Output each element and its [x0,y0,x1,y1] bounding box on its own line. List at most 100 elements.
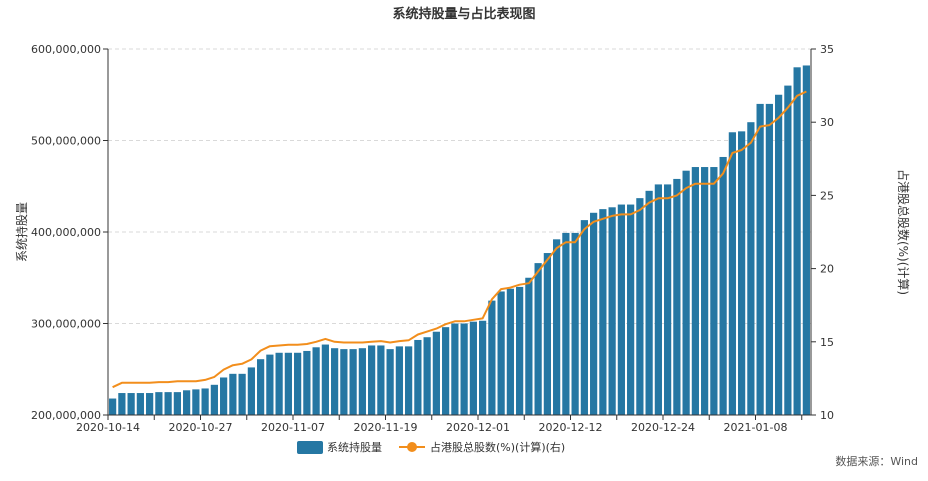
x-tick-label: 2020-11-19 [354,421,418,434]
bar [636,198,644,415]
line-layer [112,90,807,389]
bar [442,327,450,415]
y-right-tick-label: 35 [820,43,834,56]
x-tick-label: 2020-10-14 [76,421,140,434]
bar-layer [109,65,810,416]
bar [534,263,542,415]
y-left-tick-label: 200,000,000 [31,409,101,422]
bar [645,190,653,415]
x-tick-label: 2020-12-12 [539,421,603,434]
bar [432,331,440,415]
bar [118,393,126,415]
bar [284,352,292,415]
bar [358,348,366,415]
y-right-tick-label: 10 [820,409,834,422]
grid-layer [108,48,811,324]
bar [691,167,699,415]
bar [192,389,200,415]
bar [247,367,255,415]
bar [479,320,487,415]
bar [599,209,607,415]
bar [488,300,496,415]
bar [673,178,681,415]
bar [460,323,468,415]
bar [201,388,209,415]
bar [229,373,237,415]
bar [266,354,274,415]
bar [275,352,283,415]
legend-bar-label: 系统持股量 [327,440,382,454]
bar [155,392,163,415]
y-left-tick-label: 400,000,000 [31,226,101,239]
bar [414,339,422,415]
bar [405,346,413,415]
bar [386,349,394,415]
bar [127,393,135,415]
bar [701,167,709,415]
bar [580,220,588,415]
x-tick-label: 2020-12-24 [631,421,695,434]
bar [784,85,792,415]
bar [164,392,172,415]
y-right-tick-label: 15 [820,336,834,349]
bar [654,184,662,415]
bar [571,232,579,415]
bar [525,277,533,415]
y-right-tick-label: 30 [820,116,834,129]
legend-bar-swatch [297,441,323,454]
bar [608,207,616,415]
bar [756,103,764,416]
bar [136,393,144,415]
source-note: 数据来源：Wind [835,454,918,468]
axis-layer: 200,000,000 300,000,000 400,000,000 500,000… [31,43,834,434]
y-left-tick-label: 600,000,000 [31,43,101,56]
legend-line-label: 占港股总股数(%)(计算)(右) [430,440,565,454]
bar [321,344,329,415]
y-right-tick-label: 20 [820,263,834,276]
bar [349,349,357,415]
bar [664,184,672,415]
chart-title: 系统持股量与占比表现图 [392,6,535,22]
bar [469,321,477,415]
x-tick-label: 2020-12-01 [446,421,510,434]
y-left-tick-label: 500,000,000 [31,135,101,148]
x-tick-label: 2020-11-07 [261,421,325,434]
bar [257,359,265,415]
bar [183,390,191,415]
bar [423,337,431,415]
bar [516,286,524,415]
bar [506,288,514,415]
x-tick-label: 2020-10-27 [169,421,233,434]
bar [220,377,228,415]
bar [765,103,773,416]
bar [728,132,736,415]
bar [738,131,746,415]
bar [543,253,551,415]
bar [710,167,718,415]
bar [553,239,561,415]
bar [377,345,385,415]
bar [497,291,505,415]
y-left-tick-label: 300,000,000 [31,318,101,331]
bar [395,346,403,415]
bar [312,347,320,415]
bar [802,65,810,415]
bar [210,384,218,415]
bar [340,349,348,415]
bar [562,232,570,415]
x-tick-label: 2021-01-08 [724,421,788,434]
y-left-axis-label: 系统持股量 [14,202,29,262]
bar [238,373,246,415]
y-right-axis-label: 占港股总股数(%)(计算) [896,169,911,295]
bar [627,204,635,415]
bar [368,345,376,415]
bar [617,204,625,415]
y-right-tick-label: 25 [820,189,834,202]
bar [775,94,783,415]
bar [451,323,459,415]
bar [682,170,690,415]
ratio-line [112,90,807,389]
bar [303,350,311,415]
bar [747,122,755,415]
